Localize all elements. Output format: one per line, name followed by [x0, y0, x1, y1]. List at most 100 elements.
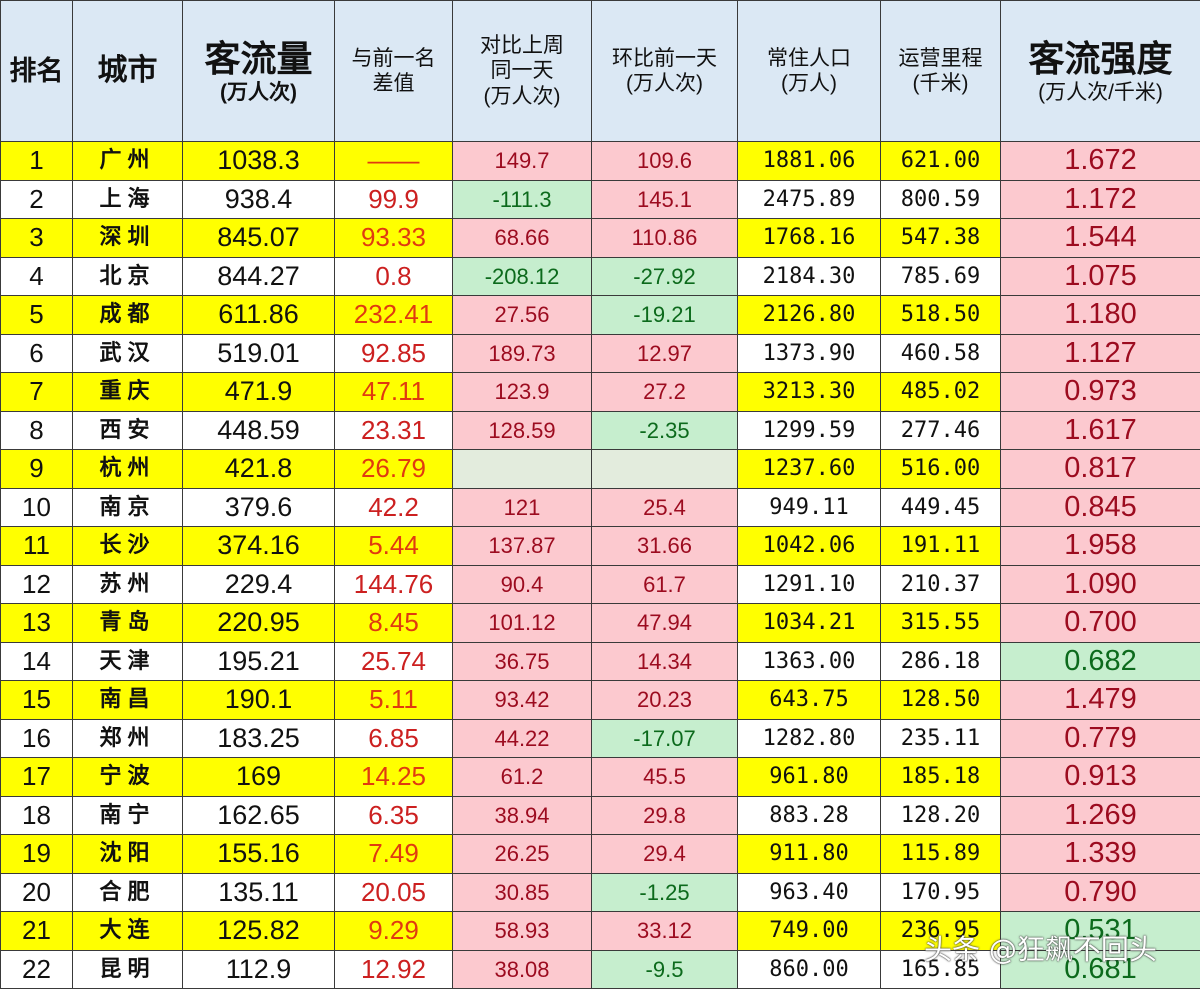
mileage-cell: 191.11	[881, 527, 1001, 566]
city-cell: 合肥	[73, 873, 183, 912]
header-diff-title-1: 与前一名	[335, 46, 452, 71]
week-compare-cell: 137.87	[453, 527, 592, 566]
week-compare-cell: 123.9	[453, 373, 592, 412]
mileage-cell: 235.11	[881, 719, 1001, 758]
header-pop-unit: (万人)	[738, 71, 880, 96]
diff-cell: ——	[335, 142, 453, 181]
rank-cell: 7	[1, 373, 73, 412]
diff-cell: 99.9	[335, 180, 453, 219]
intensity-cell: 1.172	[1001, 180, 1200, 219]
rank-cell: 12	[1, 565, 73, 604]
city-cell: 北京	[73, 257, 183, 296]
day-compare-cell: -19.21	[592, 296, 738, 335]
city-cell: 苏州	[73, 565, 183, 604]
day-compare-cell: 110.86	[592, 219, 738, 258]
mileage-cell: 621.00	[881, 142, 1001, 181]
diff-cell: 20.05	[335, 873, 453, 912]
week-compare-cell: 44.22	[453, 719, 592, 758]
flow-cell: 471.9	[183, 373, 335, 412]
city-cell: 上海	[73, 180, 183, 219]
rank-cell: 5	[1, 296, 73, 335]
flow-cell: 611.86	[183, 296, 335, 335]
rank-cell: 9	[1, 450, 73, 489]
header-week-title-2: 同一天	[453, 58, 591, 83]
population-cell: 1237.60	[738, 450, 881, 489]
flow-cell: 229.4	[183, 565, 335, 604]
flow-cell: 421.8	[183, 450, 335, 489]
population-cell: 2475.89	[738, 180, 881, 219]
city-cell: 武汉	[73, 334, 183, 373]
header-row: 排名 城市 客流量(万人次) 与前一名差值 对比上周同一天(万人次) 环比前一天…	[1, 1, 1200, 142]
intensity-cell: 0.700	[1001, 604, 1200, 643]
flow-cell: 125.82	[183, 912, 335, 951]
week-compare-cell: -208.12	[453, 257, 592, 296]
header-km-title: 运营里程	[881, 46, 1000, 71]
city-cell: 深圳	[73, 219, 183, 258]
flow-cell: 162.65	[183, 796, 335, 835]
diff-cell: 12.92	[335, 950, 453, 989]
header-week-unit: (万人次)	[453, 84, 591, 109]
rank-cell: 6	[1, 334, 73, 373]
header-flow-unit: (万人次)	[183, 80, 334, 105]
week-compare-cell: 30.85	[453, 873, 592, 912]
week-compare-cell: 90.4	[453, 565, 592, 604]
rank-cell: 10	[1, 488, 73, 527]
rank-cell: 8	[1, 411, 73, 450]
header-day-title: 环比前一天	[592, 46, 737, 71]
population-cell: 860.00	[738, 950, 881, 989]
day-compare-cell: 12.97	[592, 334, 738, 373]
mileage-cell: 185.18	[881, 758, 1001, 797]
header-intensity: 客流强度(万人次/千米)	[1001, 1, 1200, 142]
intensity-cell: 1.075	[1001, 257, 1200, 296]
flow-cell: 135.11	[183, 873, 335, 912]
rank-cell: 22	[1, 950, 73, 989]
city-cell: 广州	[73, 142, 183, 181]
flow-cell: 190.1	[183, 681, 335, 720]
flow-cell: 448.59	[183, 411, 335, 450]
intensity-cell: 0.817	[1001, 450, 1200, 489]
mileage-cell: 485.02	[881, 373, 1001, 412]
week-compare-cell: -111.3	[453, 180, 592, 219]
mileage-cell: 518.50	[881, 296, 1001, 335]
rank-cell: 1	[1, 142, 73, 181]
intensity-cell: 1.617	[1001, 411, 1200, 450]
day-compare-cell: 20.23	[592, 681, 738, 720]
rank-cell: 19	[1, 835, 73, 874]
diff-cell: 9.29	[335, 912, 453, 951]
population-cell: 749.00	[738, 912, 881, 951]
intensity-cell: 0.913	[1001, 758, 1200, 797]
flow-cell: 183.25	[183, 719, 335, 758]
population-cell: 3213.30	[738, 373, 881, 412]
population-cell: 911.80	[738, 835, 881, 874]
header-day: 环比前一天(万人次)	[592, 1, 738, 142]
flow-cell: 1038.3	[183, 142, 335, 181]
week-compare-cell: 128.59	[453, 411, 592, 450]
week-compare-cell: 61.2	[453, 758, 592, 797]
week-compare-cell: 38.08	[453, 950, 592, 989]
diff-cell: 7.49	[335, 835, 453, 874]
flow-cell: 220.95	[183, 604, 335, 643]
population-cell: 949.11	[738, 488, 881, 527]
day-compare-cell: 47.94	[592, 604, 738, 643]
rank-cell: 14	[1, 642, 73, 681]
flow-cell: 374.16	[183, 527, 335, 566]
mileage-cell: 286.18	[881, 642, 1001, 681]
header-day-unit: (万人次)	[592, 71, 737, 96]
week-compare-cell: 101.12	[453, 604, 592, 643]
city-cell: 青岛	[73, 604, 183, 643]
intensity-cell: 1.269	[1001, 796, 1200, 835]
rank-cell: 2	[1, 180, 73, 219]
intensity-cell: 0.973	[1001, 373, 1200, 412]
mileage-cell: 165.85	[881, 950, 1001, 989]
header-city-label: 城市	[73, 53, 182, 89]
